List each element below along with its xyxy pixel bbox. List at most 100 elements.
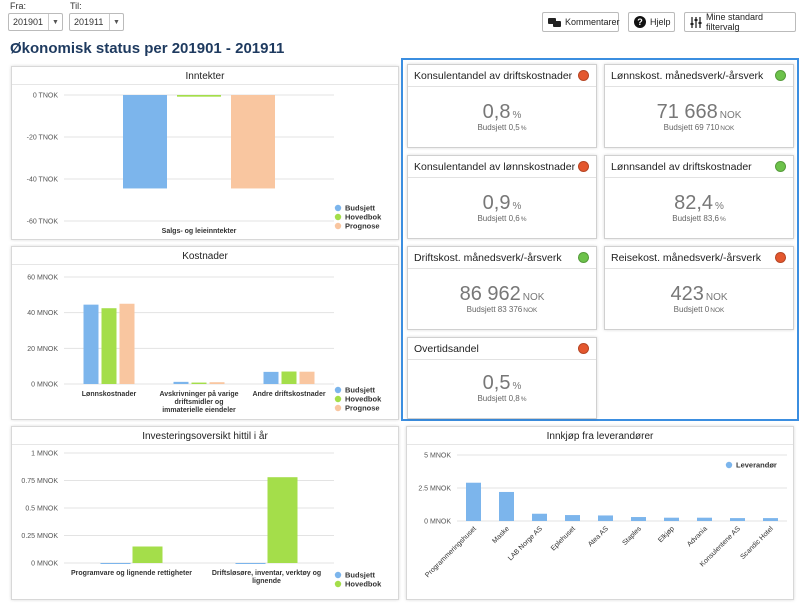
x-category-label: Maske [491, 525, 511, 545]
kpi-title: Konsulentandel av lønnskostnader [414, 160, 576, 173]
kpi-budget-label: Budsjett [477, 214, 507, 223]
kostnader-chart: 0 MNOK 20 MNOK 40 MNOK 60 MNOK Lønnskostnade… [27, 275, 382, 415]
y-tick-label: 0 MNOK [424, 519, 451, 526]
svg-text:?: ? [637, 17, 643, 27]
kpi-budget-value: 83,6 [703, 214, 719, 223]
bar-leverandør [730, 518, 745, 521]
y-tick-label: 0.75 MNOK [21, 478, 58, 485]
kpi-title: Lønnskost. månedsverk/-årsverk [611, 69, 764, 82]
legend-label: Hovedbok [345, 213, 382, 222]
legend-marker [334, 404, 342, 412]
from-period-value: 201901 [13, 17, 44, 27]
kpi-title: Overtidsandel [414, 342, 479, 355]
to-label: Til: [70, 1, 82, 11]
x-category-label: Elkjøp [657, 525, 676, 544]
innkjop-chart: 0 MNOK 2.5 MNOK 5 MNOK Programmeringshuset M… [418, 453, 787, 579]
from-period-select[interactable]: 201901 ▼ [8, 13, 63, 31]
bar-hovedbok [191, 382, 207, 384]
standard-filters-button[interactable]: Mine standard filtervalg [684, 12, 796, 32]
bar-hovedbok [267, 477, 298, 563]
kpi-budget-unit: % [719, 216, 726, 223]
kpi-value: 0,8 [482, 101, 511, 123]
legend-label: Budsjett [345, 386, 376, 395]
kpi-budget-label: Budsjett [663, 123, 693, 132]
kpi-value: 71 668 [656, 101, 718, 123]
status-indicator-icon [578, 161, 589, 172]
kpi-title: Reisekost. månedsverk/-årsverk [611, 251, 761, 264]
bar-budsjett [123, 95, 167, 189]
kpi-unit: NOK [705, 292, 728, 303]
kpi-title: Driftskost. månedsverk/-årsverk [414, 251, 562, 264]
y-tick-label: 0.25 MNOK [21, 533, 58, 540]
legend-label: Leverandør [736, 461, 777, 470]
kpi-budget-label: Budsjett [466, 305, 496, 314]
bar-leverandør [598, 515, 613, 521]
x-category-label: Staples [621, 525, 643, 547]
kpi-budget-label: Budsjett [673, 305, 703, 314]
legend-marker [334, 571, 342, 579]
kostnader-title: Kostnader [12, 247, 398, 265]
kpi-card[interactable]: Konsulentandel av lønnskostnader 0,9% Bu… [407, 155, 597, 239]
bar-leverandør [499, 491, 514, 521]
y-tick-label: 5 MNOK [424, 453, 451, 460]
innkjop-title: Innkjøp fra leverandører [407, 427, 793, 445]
kpi-budget-unit: % [520, 125, 527, 132]
kpi-unit: % [512, 381, 522, 392]
help-button[interactable]: ? Hjelp [628, 12, 675, 32]
bar-leverandør [697, 517, 712, 521]
to-period-select[interactable]: 201911 ▼ [69, 13, 124, 31]
legend-marker [334, 213, 342, 221]
kpi-card[interactable]: Overtidsandel 0,5% Budsjett 0,8% [407, 337, 597, 419]
legend-label: Prognose [345, 222, 380, 231]
legend-marker [334, 580, 342, 588]
bar-leverandør [466, 482, 481, 521]
kpi-value: 86 962 [459, 283, 521, 305]
kpi-card[interactable]: Konsulentandel av driftskostnader 0,8% B… [407, 64, 597, 148]
x-category-label: Scandic Hotel [739, 525, 775, 561]
bar-leverandør [565, 515, 580, 521]
from-label: Fra: [10, 1, 27, 11]
kostnader-panel: Kostnader 0 MNOK 20 MNOK 40 MNOK 60 MNOK Løn… [11, 246, 399, 420]
investering-chart: 0 MNOK 0.25 MNOK 0.5 MNOK 0.75 MNOK 1 MNOK Pr… [21, 451, 382, 589]
status-indicator-icon [775, 70, 786, 81]
inntekter-chart: 0 TNOK -20 TNOK -40 TNOK -60 TNOK Salgs- og … [27, 93, 382, 236]
x-category-label: LAB Norge AS [507, 525, 544, 562]
kpi-unit: % [512, 201, 522, 212]
comments-icon [548, 17, 561, 27]
x-category-label: Salgs- og leieinntekter [162, 228, 237, 235]
status-indicator-icon [775, 252, 786, 263]
legend-label: Budsjett [345, 204, 376, 213]
kpi-budget-unit: NOK [523, 307, 538, 314]
kpi-value: 0,5 [482, 372, 511, 394]
y-tick-label: 60 MNOK [27, 275, 58, 282]
kpi-budget-value: 0 [704, 305, 710, 314]
bar-budsjett [100, 563, 131, 564]
kpi-budget-unit: NOK [710, 307, 725, 314]
kpi-card[interactable]: Reisekost. månedsverk/-årsverk 423 NOK Bu… [604, 246, 794, 330]
kpi-value: 82,4 [674, 192, 714, 214]
kpi-card[interactable]: Lønnskost. månedsverk/-årsverk 71 668 NOK… [604, 64, 794, 148]
standard-filters-label: Mine standard filtervalg [706, 12, 764, 32]
kpi-budget-unit: % [520, 216, 527, 223]
kpi-budget-value: 69 710 [694, 123, 720, 132]
kpi-value: 423 [670, 283, 704, 305]
kpi-card[interactable]: Lønnsandel av driftskostnader 82,4% Buds… [604, 155, 794, 239]
kpi-budget-value: 0,5 [508, 123, 520, 132]
kpi-unit: % [512, 110, 522, 121]
y-tick-label: 0 MNOK [31, 561, 58, 568]
legend-marker [334, 222, 342, 230]
kpi-budget-label: Budsjett [672, 214, 702, 223]
kpi-unit: NOK [719, 110, 742, 121]
bar-leverandør [631, 517, 646, 521]
bar-prognose [209, 382, 225, 384]
y-tick-label: 2.5 MNOK [418, 486, 451, 493]
kpi-card[interactable]: Driftskost. månedsverk/-årsverk 86 962 NO… [407, 246, 597, 330]
comments-button[interactable]: Kommentarer [542, 12, 620, 32]
x-category-label: Avskrivninger på varige driftsmidler og im… [159, 390, 238, 414]
y-tick-label: 0.5 MNOK [25, 506, 58, 513]
kpi-title: Lønnsandel av driftskostnader [611, 160, 752, 173]
innkjop-panel: Innkjøp fra leverandører 0 MNOK 2.5 MNOK 5… [406, 426, 794, 600]
x-category-label: Advania [686, 525, 709, 548]
help-label: Hjelp [650, 17, 671, 27]
bar-budsjett [83, 304, 99, 384]
